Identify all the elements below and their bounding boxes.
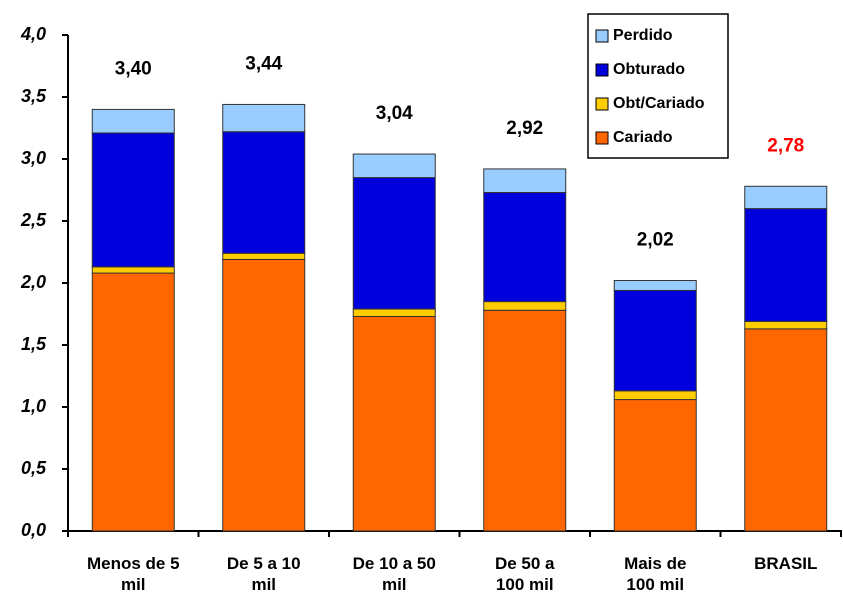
bar-segment bbox=[613, 280, 697, 291]
bar-segment bbox=[222, 103, 306, 133]
total-label: 3,44 bbox=[245, 53, 282, 74]
legend-swatch bbox=[595, 63, 609, 77]
bar-segment bbox=[222, 252, 306, 260]
bar-segment bbox=[613, 390, 697, 401]
total-label: 2,02 bbox=[637, 230, 674, 251]
y-tick-label: 1,0 bbox=[21, 396, 46, 416]
bar-segment bbox=[91, 108, 175, 134]
legend-label: Obt/Cariado bbox=[613, 95, 705, 112]
y-tick-label: 0,5 bbox=[21, 458, 47, 478]
bar-segment bbox=[352, 308, 436, 317]
bar-segment bbox=[483, 168, 567, 193]
x-tick-label: De 50 a 100 mil bbox=[494, 554, 555, 594]
bar-segment bbox=[352, 177, 436, 310]
bar-segment bbox=[222, 131, 306, 254]
bar-segment bbox=[744, 320, 828, 330]
legend-box bbox=[587, 13, 729, 159]
legend-label: Obturado bbox=[613, 61, 685, 78]
bar-segment bbox=[91, 272, 175, 532]
y-tick-label: 4,0 bbox=[20, 24, 46, 44]
x-tick-label: Menos de 5 mil bbox=[86, 554, 180, 594]
bar-segment bbox=[744, 185, 828, 210]
bar-segment bbox=[613, 399, 697, 532]
bar-segment bbox=[91, 132, 175, 268]
y-tick-label: 1,5 bbox=[21, 334, 47, 354]
total-label: 2,78 bbox=[767, 135, 804, 156]
bar-segment bbox=[352, 315, 436, 532]
bar-segment bbox=[352, 153, 436, 179]
bar-segment bbox=[744, 208, 828, 322]
bar-segment bbox=[483, 301, 567, 311]
x-tick-label: De 10 a 50 mil bbox=[352, 554, 436, 594]
y-tick-label: 3,0 bbox=[21, 148, 46, 168]
total-label: 2,92 bbox=[506, 118, 543, 139]
y-tick-label: 2,5 bbox=[20, 210, 47, 230]
x-tick-label: De 5 a 10 mil bbox=[226, 554, 301, 594]
total-label: 3,04 bbox=[376, 103, 413, 124]
bar-segment bbox=[222, 258, 306, 532]
bar-segment bbox=[744, 328, 828, 532]
bar-segment bbox=[483, 309, 567, 532]
x-tick-label: Mais de 100 mil bbox=[624, 554, 687, 594]
total-label: 3,40 bbox=[115, 58, 152, 79]
y-tick-label: 0,0 bbox=[21, 520, 46, 540]
legend-label: Perdido bbox=[613, 27, 673, 44]
bar-segment bbox=[613, 289, 697, 392]
legend-swatch bbox=[595, 97, 609, 111]
y-tick-label: 3,5 bbox=[21, 86, 47, 106]
x-tick-label: BRASIL bbox=[754, 554, 818, 573]
bar-segment bbox=[91, 266, 175, 274]
legend-swatch bbox=[595, 29, 609, 43]
bar-segment bbox=[483, 191, 567, 303]
y-tick-label: 2,0 bbox=[20, 272, 46, 292]
legend-swatch bbox=[595, 131, 609, 145]
legend-label: Cariado bbox=[613, 129, 673, 146]
